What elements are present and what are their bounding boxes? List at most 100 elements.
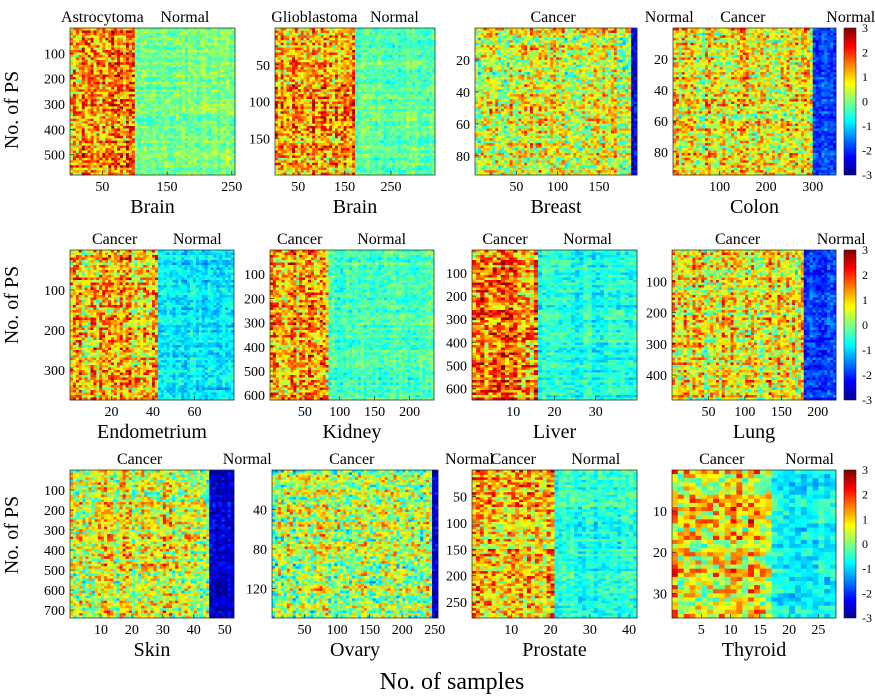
heatmap-cell xyxy=(220,141,223,144)
heatmap-cell xyxy=(338,84,341,87)
heatmap-cell xyxy=(309,124,312,127)
heatmap-cell xyxy=(73,28,76,31)
heatmap-cell xyxy=(150,111,153,114)
heatmap-cell xyxy=(79,160,82,163)
heatmap-cell xyxy=(200,97,203,100)
heatmap-cell xyxy=(114,82,117,85)
heatmap-cell xyxy=(114,84,117,87)
heatmap-cell xyxy=(167,119,170,122)
heatmap-cell xyxy=(120,40,123,43)
heatmap-cell xyxy=(203,148,206,151)
heatmap-cell xyxy=(324,57,327,60)
heatmap-cell xyxy=(295,104,298,107)
heatmap-cell xyxy=(147,77,150,80)
heatmap-cell xyxy=(211,148,214,151)
heatmap-cell xyxy=(73,38,76,41)
heatmap-cell xyxy=(82,121,85,124)
heatmap-cell xyxy=(88,30,91,33)
heatmap-cell xyxy=(179,43,182,46)
heatmap-cell xyxy=(341,136,344,139)
heatmap-cell xyxy=(229,111,232,114)
heatmap-cell xyxy=(346,106,349,109)
heatmap-cell xyxy=(150,158,153,161)
heatmap-cell xyxy=(73,111,76,114)
heatmap-cell xyxy=(176,94,179,97)
heatmap-cell xyxy=(82,109,85,112)
heatmap-cell xyxy=(147,84,150,87)
heatmap-cell xyxy=(176,35,179,38)
heatmap-cell xyxy=(85,104,88,107)
heatmap-cell xyxy=(306,99,309,102)
heatmap-cell xyxy=(301,94,304,97)
heatmap-cell xyxy=(200,168,203,171)
heatmap-cell xyxy=(344,30,347,33)
heatmap-cell xyxy=(73,109,76,112)
heatmap-cell xyxy=(346,67,349,70)
heatmap-cell xyxy=(158,165,161,168)
heatmap-cell xyxy=(197,89,200,92)
heatmap-cell xyxy=(170,30,173,33)
heatmap-cell xyxy=(203,89,206,92)
heatmap-cell xyxy=(197,70,200,73)
heatmap-cell xyxy=(289,38,292,41)
heatmap-cell xyxy=(105,75,108,78)
heatmap-cell xyxy=(170,43,173,46)
heatmap-cell xyxy=(284,119,287,122)
heatmap-cell xyxy=(197,57,200,60)
heatmap-cell xyxy=(117,40,120,43)
heatmap-cell xyxy=(123,35,126,38)
heatmap-cell xyxy=(120,121,123,124)
heatmap-cell xyxy=(76,65,79,68)
heatmap-cell xyxy=(329,111,332,114)
heatmap-cell xyxy=(298,128,301,131)
heatmap-cell xyxy=(197,165,200,168)
heatmap-cell xyxy=(309,153,312,156)
heatmap-cell xyxy=(301,121,304,124)
heatmap-cell xyxy=(349,28,352,31)
heatmap-cell xyxy=(344,160,347,163)
heatmap-cell xyxy=(167,94,170,97)
heatmap-cell xyxy=(301,119,304,122)
heatmap-cell xyxy=(97,158,100,161)
heatmap-cell xyxy=(179,136,182,139)
heatmap-cell xyxy=(206,40,209,43)
heatmap-cell xyxy=(150,79,153,82)
heatmap-cell xyxy=(88,133,91,136)
heatmap-cell xyxy=(326,146,329,149)
heatmap-cell xyxy=(191,30,194,33)
heatmap-cell xyxy=(117,35,120,38)
heatmap-cell xyxy=(135,104,138,107)
heatmap-cell xyxy=(278,89,281,92)
heatmap-cell xyxy=(108,65,111,68)
heatmap-cell xyxy=(335,109,338,112)
heatmap-cell xyxy=(173,121,176,124)
heatmap-cell xyxy=(188,155,191,158)
heatmap-cell xyxy=(278,121,281,124)
heatmap-cell xyxy=(170,114,173,117)
heatmap-cell xyxy=(167,160,170,163)
heatmap-cell xyxy=(91,60,94,63)
heatmap-cell xyxy=(295,62,298,65)
heatmap-cell xyxy=(312,92,315,95)
heatmap-cell xyxy=(79,133,82,136)
heatmap-cell xyxy=(203,119,206,122)
heatmap-cell xyxy=(332,60,335,63)
heatmap-cell xyxy=(153,136,156,139)
heatmap-cell xyxy=(188,55,191,58)
heatmap-cell xyxy=(150,53,153,56)
heatmap-cell xyxy=(176,57,179,60)
heatmap-cell xyxy=(79,143,82,146)
heatmap-cell xyxy=(329,45,332,48)
heatmap-cell xyxy=(211,65,214,68)
heatmap-cell xyxy=(85,170,88,173)
heatmap-cell xyxy=(85,160,88,163)
heatmap-cell xyxy=(226,30,229,33)
heatmap-cell xyxy=(147,97,150,100)
heatmap-cell xyxy=(123,40,126,43)
heatmap-cell xyxy=(318,70,321,73)
heatmap-cell xyxy=(329,124,332,127)
heatmap-cell xyxy=(284,155,287,158)
heatmap-cell xyxy=(223,50,226,53)
heatmap-cell xyxy=(73,163,76,166)
heatmap-cell xyxy=(315,99,318,102)
